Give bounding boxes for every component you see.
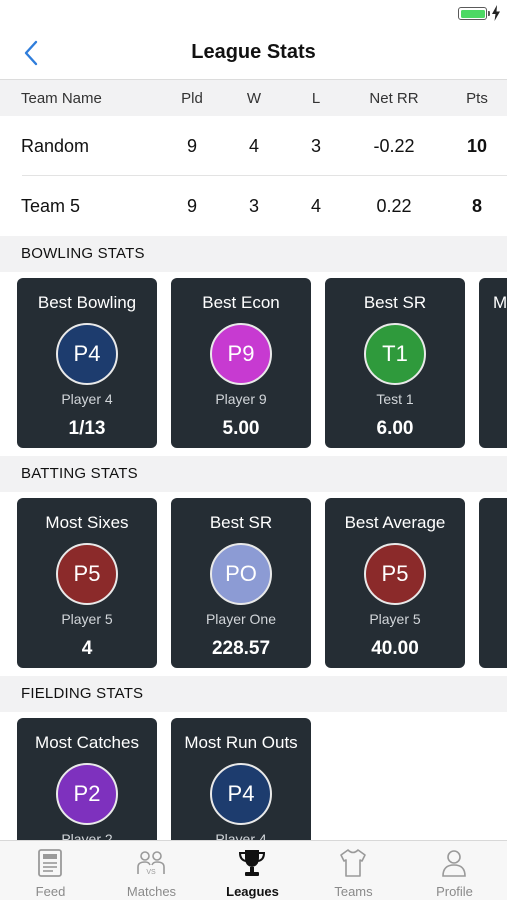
fielding-stats-header: FIELDING STATS [0,676,507,712]
avatar: P5 [56,543,118,605]
card-title: Best Average [344,513,446,532]
card-title: Most Catches [35,733,139,752]
page-title: League Stats [191,41,316,63]
stat-value: 6.00 [376,418,414,439]
tab-leagues[interactable]: Leagues [202,841,303,900]
column-header-pts: Pts [466,89,488,107]
avatar: P4 [210,763,272,825]
player-name: Player 5 [369,611,421,627]
team-name: Random [21,135,90,156]
batting-stats-cards[interactable]: Most Sixes P5 Player 5 4 Best SR PO Play… [0,492,507,676]
player-name: Player 2 [61,831,113,840]
stat-card-best-bowling[interactable]: Best Bowling P4 Player 4 1/13 [17,278,157,448]
stat-value: 4 [81,638,93,659]
team-pld: 9 [186,135,197,156]
player-name: Player 4 [61,391,113,407]
battery-icon [458,7,490,20]
tab-matches[interactable]: VS Matches [101,841,202,900]
player-name: Test 1 [376,391,414,407]
player-name: Player 4 [215,831,267,840]
charging-icon [492,5,500,21]
stat-card-best-average[interactable]: Best Average P5 Player 5 40.00 [325,498,465,668]
avatar: P5 [364,543,426,605]
team-w: 3 [248,195,259,216]
stat-value: 1/13 [68,418,106,439]
section-title: BATTING STATS [21,465,138,482]
team-name: Team 5 [21,195,81,216]
navigation-bar: League Stats [0,26,507,80]
stat-card-most-sixes[interactable]: Most Sixes P5 Player 5 4 [17,498,157,668]
tab-label: Profile [436,884,473,899]
player-name: Player One [205,611,277,627]
section-title: BOWLING STATS [21,245,145,262]
jersey-icon [340,849,366,877]
stat-card-best-sr[interactable]: Best SR PO Player One 228.57 [171,498,311,668]
team-l: 3 [310,135,321,156]
column-header-net-rr: Net RR [369,89,419,107]
column-header-pld: Pld [181,89,203,107]
bowling-stats-cards[interactable]: Best Bowling P4 Player 4 1/13 Best Econ … [0,272,507,456]
tab-label: Teams [334,884,373,899]
avatar: P4 [56,323,118,385]
avatar: PO [210,543,272,605]
stat-value: 5.00 [222,418,260,439]
card-title: Most Run Outs [184,733,298,752]
batting-stats-header: BATTING STATS [0,456,507,492]
column-header-team-name: Team Name [21,89,102,107]
avatar: T1 [364,323,426,385]
card-title: Most Sixes [45,513,129,532]
tab-bar: Feed VS Matches Leagues Teams [0,840,507,900]
stat-card-most-run-outs[interactable]: Most Run Outs P4 Player 4 [171,718,311,840]
team-w: 4 [248,135,259,156]
row-divider [22,175,507,176]
back-button[interactable] [18,38,48,68]
column-header-l: L [311,89,321,107]
stat-value: 40.00 [371,638,419,659]
avatar: P2 [56,763,118,825]
card-title: Best SR [363,293,427,312]
svg-text:VS: VS [146,869,156,876]
stat-card-most-catches[interactable]: Most Catches P2 Player 2 [17,718,157,840]
tab-feed[interactable]: Feed [0,841,101,900]
team-net-rr: 0.22 [376,195,412,216]
card-title: M [493,293,507,312]
column-header-w: W [246,89,262,107]
stat-card-partial[interactable] [479,498,507,668]
card-title: Best SR [209,513,273,532]
team-pld: 9 [186,195,197,216]
feed-icon [38,849,62,877]
tab-teams[interactable]: Teams [303,841,404,900]
tab-label: Leagues [226,884,279,899]
player-name: Player 5 [61,611,113,627]
stat-value: 228.57 [211,638,271,659]
section-title: FIELDING STATS [21,685,144,702]
table-row[interactable]: Random 9 4 3 -0.22 10 [0,116,507,176]
avatar: P9 [210,323,272,385]
tab-label: Matches [126,884,177,899]
team-l: 4 [310,195,321,216]
card-title: Best Bowling [37,293,137,312]
bowling-stats-header: BOWLING STATS [0,236,507,272]
stat-card-best-sr[interactable]: Best SR T1 Test 1 6.00 [325,278,465,448]
profile-icon [442,850,466,877]
table-row[interactable]: Team 5 9 3 4 0.22 8 [0,176,507,236]
tab-label: Feed [35,884,66,899]
fielding-stats-cards[interactable]: Most Catches P2 Player 2 Most Run Outs P… [0,712,507,840]
matches-icon: VS [137,851,165,876]
team-net-rr: -0.22 [373,135,415,156]
stat-card-partial[interactable]: M [479,278,507,448]
standings-header: Team Name Pld W L Net RR Pts [0,80,507,116]
player-name: Player 9 [215,391,267,407]
tab-profile[interactable]: Profile [404,841,505,900]
team-pts: 10 [466,135,488,156]
stat-card-best-econ[interactable]: Best Econ P9 Player 9 5.00 [171,278,311,448]
team-pts: 8 [471,195,482,216]
chevron-left-icon [24,40,38,66]
card-title: Best Econ [202,293,280,312]
status-bar [0,0,507,26]
trophy-icon [238,850,266,876]
